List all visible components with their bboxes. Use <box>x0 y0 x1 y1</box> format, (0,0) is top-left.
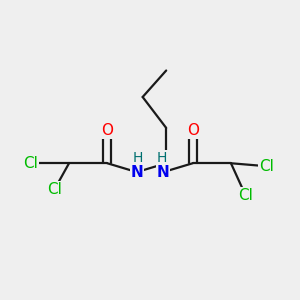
Text: N: N <box>130 165 143 180</box>
Text: O: O <box>187 123 199 138</box>
Text: O: O <box>101 123 113 138</box>
Text: Cl: Cl <box>259 159 274 174</box>
Text: Cl: Cl <box>47 182 62 197</box>
Text: H: H <box>133 151 143 165</box>
Text: Cl: Cl <box>23 156 38 171</box>
Text: N: N <box>157 165 169 180</box>
Text: Cl: Cl <box>238 188 253 203</box>
Text: H: H <box>157 151 167 165</box>
